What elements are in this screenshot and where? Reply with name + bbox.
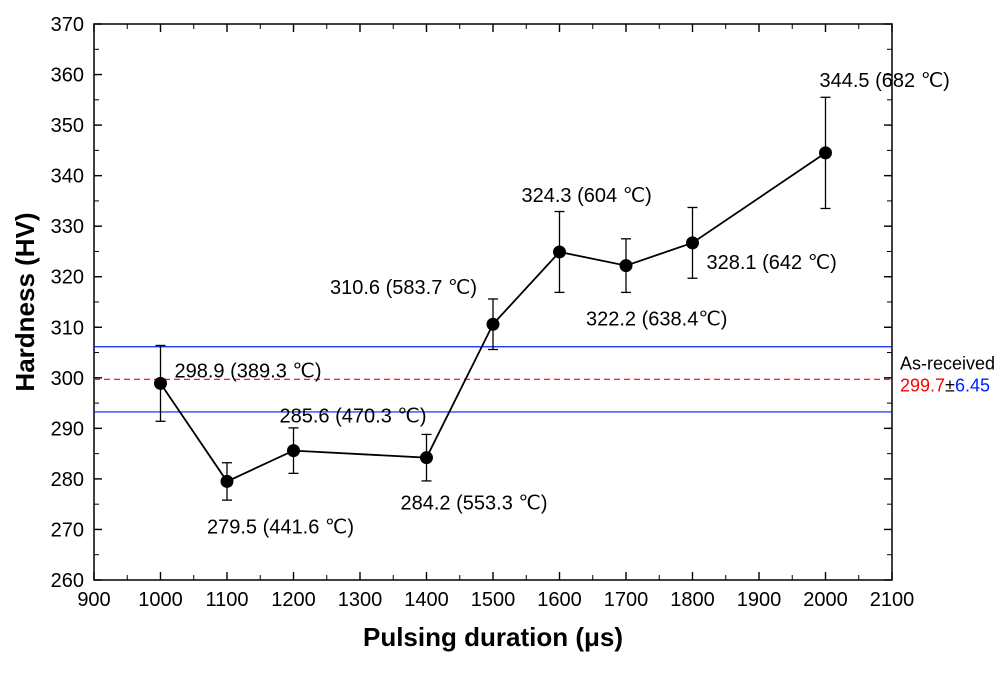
as-received-value: 299.7±6.45	[900, 375, 990, 395]
data-point	[421, 452, 433, 464]
x-axis-label: Pulsing duration (μs)	[363, 622, 623, 652]
x-tick-label: 1100	[205, 589, 248, 611]
data-point	[554, 246, 566, 258]
data-point-label: 298.9 (389.3 ℃)	[175, 360, 322, 382]
y-tick-label: 330	[51, 216, 84, 238]
x-tick-label: 1700	[604, 589, 649, 611]
y-axis-label: Hardness (HV)	[10, 212, 40, 391]
x-tick-label: 900	[77, 589, 110, 611]
data-point-label: 285.6 (470.3 ℃)	[280, 406, 427, 428]
x-tick-label: 2100	[870, 589, 915, 611]
data-point	[288, 445, 300, 457]
as-received-label: As-received :	[900, 353, 1000, 373]
x-tick-label: 1900	[737, 589, 782, 611]
data-point-label: 324.3 (604 ℃)	[522, 185, 652, 207]
x-tick-label: 1200	[271, 589, 316, 611]
x-tick-label: 1800	[670, 589, 715, 611]
x-tick-label: 1600	[537, 589, 582, 611]
y-tick-label: 320	[51, 267, 84, 289]
y-tick-label: 310	[51, 317, 84, 339]
x-tick-label: 2000	[803, 589, 848, 611]
y-tick-label: 280	[51, 469, 84, 491]
data-point-label: 328.1 (642 ℃)	[707, 252, 837, 274]
y-tick-label: 350	[51, 115, 84, 137]
data-point-label: 344.5 (682 ℃)	[820, 70, 950, 92]
y-tick-label: 360	[51, 65, 84, 87]
x-tick-label: 1400	[404, 589, 449, 611]
x-tick-label: 1300	[338, 589, 383, 611]
data-point	[620, 260, 632, 272]
y-tick-label: 340	[51, 166, 84, 188]
x-tick-label: 1000	[138, 589, 183, 611]
y-tick-label: 270	[51, 519, 84, 541]
data-point	[687, 237, 699, 249]
y-tick-label: 370	[51, 14, 84, 36]
data-point-label: 322.2 (638.4℃)	[586, 309, 727, 331]
data-point	[487, 318, 499, 330]
x-tick-label: 1500	[471, 589, 516, 611]
data-point	[221, 475, 233, 487]
data-point-label: 279.5 (441.6 ℃)	[207, 516, 354, 538]
y-tick-label: 300	[51, 368, 84, 390]
y-tick-label: 260	[51, 570, 84, 592]
data-point	[820, 147, 832, 159]
data-point	[155, 377, 167, 389]
hardness-vs-pulsing-chart: 900 1000 1100 1200 1300 1400 1500 1600 1700 1800 1…	[0, 0, 1000, 681]
data-point-label: 310.6 (583.7 ℃)	[330, 277, 477, 299]
data-point-label: 284.2 (553.3 ℃)	[401, 493, 548, 515]
y-tick-label: 290	[51, 418, 84, 440]
